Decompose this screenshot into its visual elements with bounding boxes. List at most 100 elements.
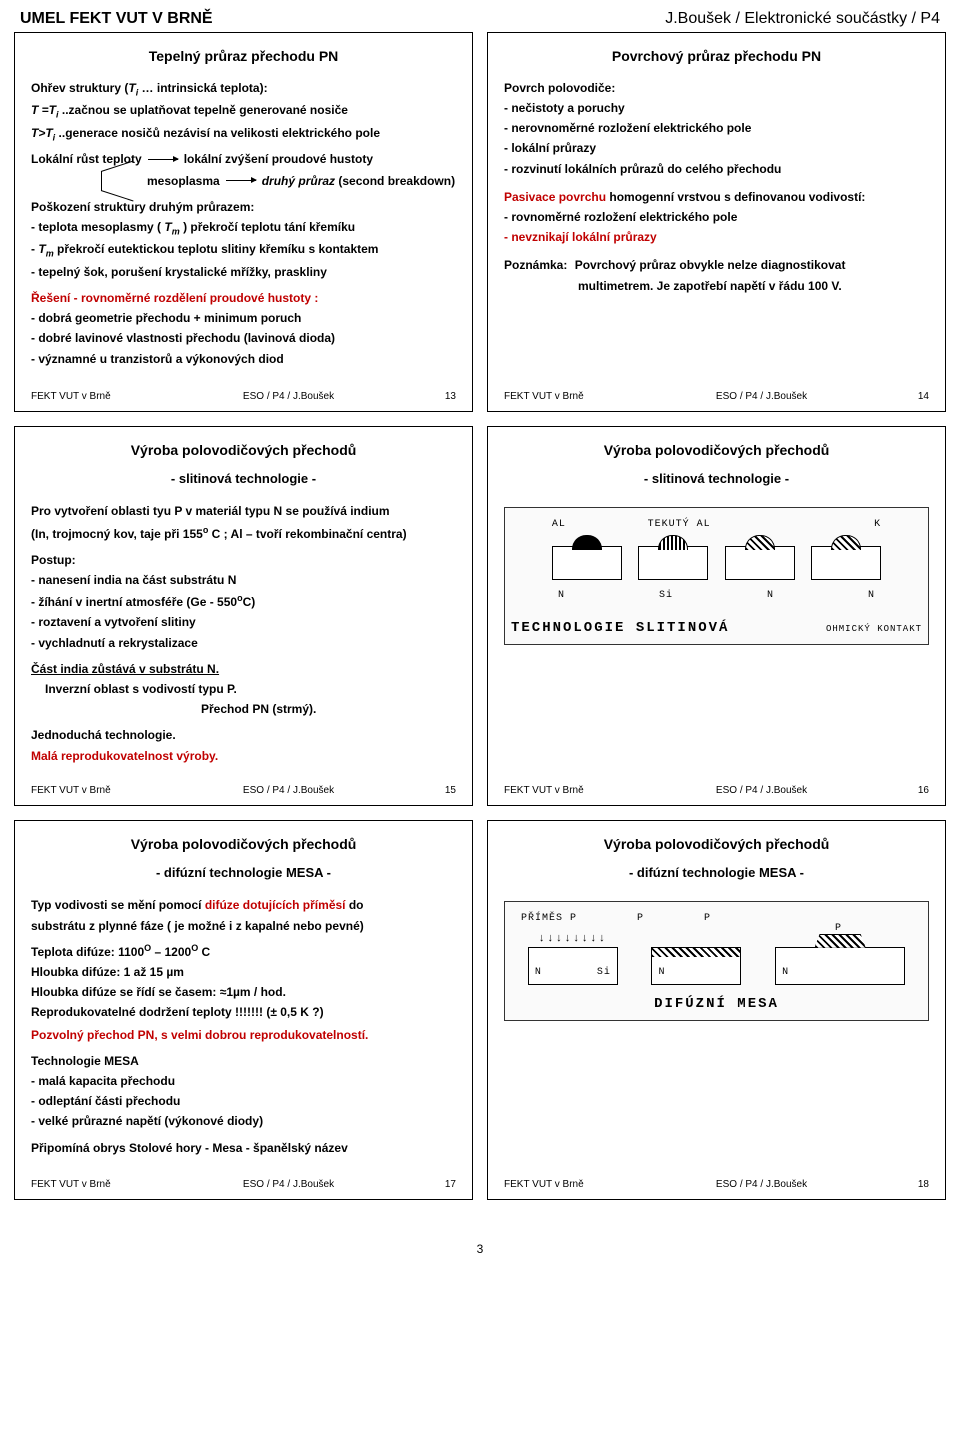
footer-mid: ESO / P4 / J.Boušek (624, 1178, 899, 1192)
text: T =T (31, 103, 56, 117)
slide-subtitle: - difúzní technologie MESA - (31, 864, 456, 882)
text: druhý průraz (262, 174, 335, 188)
text: ..začnou se uplatňovat tepelně generovan… (59, 103, 348, 117)
slide-title: Tepelný průraz přechodu PN (31, 47, 456, 66)
text: Přechod PN (strmý). (31, 701, 456, 717)
slide-17: Výroba polovodičových přechodů - difúzní… (14, 820, 473, 1200)
diagram-label: N (767, 589, 774, 603)
slide-footer: FEKT VUT v Brně ESO / P4 / J.Boušek 15 (31, 784, 456, 798)
slide-title: Výroba polovodičových přechodů (504, 441, 929, 460)
slide-grid: Tepelný průraz přechodu PN Ohřev struktu… (0, 32, 960, 1234)
text: T (164, 220, 171, 234)
text: Reprodukovatelné dodržení teploty !!!!!!… (31, 1004, 456, 1020)
diagram-label: N (782, 966, 789, 980)
slide-number: 13 (426, 390, 456, 404)
text: - roztavení a vytvoření slitiny (31, 614, 456, 630)
diagram-label: P (835, 922, 842, 936)
row-1: Tepelný průraz přechodu PN Ohřev struktu… (14, 32, 946, 412)
text: substrátu z plynné fáze ( je možné i z k… (31, 918, 456, 934)
text: - rovnoměrné rozložení elektrického pole (504, 209, 929, 225)
text: Pro vytvoření oblasti tyu P v materiál t… (31, 503, 456, 519)
diagram-mesa: PŘÍMĚS P P P ↓↓↓↓↓↓↓↓ N Si (504, 901, 929, 1020)
text: homogenní vrstvou s definovanou vodivost… (606, 190, 865, 204)
arrow-right-icon (148, 159, 178, 160)
diagram-label: TEKUTÝ AL (648, 518, 711, 532)
text: - nanesení india na část substrátu N (31, 572, 456, 588)
subheading: Postup: (31, 552, 456, 568)
text: - odleptání části přechodu (31, 1093, 456, 1109)
diagram-label: K (874, 518, 881, 532)
page-number: 3 (0, 1234, 960, 1264)
diagram-label: Si (597, 966, 611, 980)
slide-subtitle: - slitinová technologie - (504, 470, 929, 488)
diagram-block: N Si (528, 947, 618, 985)
slide-subtitle: - slitinová technologie - (31, 470, 456, 488)
text: Teplota difúze: 1100 (31, 945, 144, 959)
footer-left: FEKT VUT v Brně (504, 1178, 624, 1192)
footer-mid: ESO / P4 / J.Boušek (624, 390, 899, 404)
footer-left: FEKT VUT v Brně (31, 390, 151, 404)
footer-left: FEKT VUT v Brně (31, 1178, 151, 1192)
text: T (38, 242, 45, 256)
text: - nevznikají lokální průrazy (504, 229, 929, 245)
row-2: Výroba polovodičových přechodů - slitino… (14, 426, 946, 806)
flow-label: lokální zvýšení proudové hustoty (184, 151, 373, 167)
diagram-label: AL (552, 518, 566, 532)
footer-mid: ESO / P4 / J.Boušek (151, 784, 426, 798)
slide-title: Výroba polovodičových přechodů (504, 835, 929, 854)
arrows-down-icon: ↓↓↓↓↓↓↓↓ (528, 932, 618, 947)
text: – 1200 (151, 945, 191, 959)
diagram-block (638, 546, 708, 580)
text: T>T (31, 126, 53, 140)
text: multimetrem. Je zapotřebí napětí v řádu … (504, 278, 929, 294)
text: (second breakdown) (335, 174, 455, 188)
header-right: J.Boušek / Elektronické součástky / P4 (665, 10, 940, 28)
diagram-block (811, 546, 881, 580)
slide-title: Výroba polovodičových přechodů (31, 835, 456, 854)
text: - nečistoty a poruchy (504, 100, 929, 116)
slide-13: Tepelný průraz přechodu PN Ohřev struktu… (14, 32, 473, 412)
flow-label: mesoplasma (147, 173, 220, 189)
diagram-block (552, 546, 622, 580)
subheading: Technologie MESA (31, 1053, 456, 1069)
flow-label: Lokální růst teploty (31, 151, 142, 167)
text: - tepelný šok, porušení krystalické mříž… (31, 264, 456, 280)
text: překročí eutektickou teplotu slitiny kře… (54, 242, 379, 256)
text: do (346, 898, 364, 912)
footer-mid: ESO / P4 / J.Boušek (151, 1178, 426, 1192)
text: m (172, 226, 180, 236)
subheading: Řešení - rovnoměrné rozdělení proudové h… (31, 290, 456, 306)
text: - velké průrazné napětí (výkonové diody) (31, 1113, 456, 1129)
text: Povrchový průraz obvykle nelze diagnosti… (575, 258, 846, 272)
text: - malá kapacita přechodu (31, 1073, 456, 1089)
slide-subtitle: - difúzní technologie MESA - (504, 864, 929, 882)
slide-footer: FEKT VUT v Brně ESO / P4 / J.Boušek 14 (504, 390, 929, 404)
slide-15: Výroba polovodičových přechodů - slitino… (14, 426, 473, 806)
text: Připomíná obrys Stolové hory - Mesa - šp… (31, 1140, 456, 1156)
text: Pasivace povrchu (504, 190, 606, 204)
page-header: UMEL FEKT VUT V BRNĚ J.Boušek / Elektron… (0, 0, 960, 32)
text: C) (243, 595, 256, 609)
text: Malá reprodukovatelnost výroby. (31, 748, 456, 764)
text: - nerovnoměrné rozložení elektrického po… (504, 120, 929, 136)
diagram-label: P (704, 912, 711, 926)
footer-mid: ESO / P4 / J.Boušek (624, 784, 899, 798)
text: Hloubka difúze se řídí se časem: ≈1µm / … (31, 984, 456, 1000)
text: ) překročí teplotu tání křemíku (180, 220, 355, 234)
text: m (46, 249, 54, 259)
text: difúze dotujících příměsí (205, 898, 346, 912)
diagram-label: Si (659, 589, 673, 603)
text: ..generace nosičů nezávisí na velikosti … (55, 126, 380, 140)
text: Typ vodivosti se mění pomocí (31, 898, 205, 912)
slide-footer: FEKT VUT v Brně ESO / P4 / J.Boušek 17 (31, 1178, 456, 1192)
text: Inverzní oblast s vodivostí typu P. (31, 681, 456, 697)
slide-14: Povrchový průraz přechodu PN Povrch polo… (487, 32, 946, 412)
subheading: Povrch polovodiče: (504, 80, 929, 96)
diagram-label: PŘÍMĚS P (521, 912, 577, 926)
text: - rozvinutí lokálních průrazů do celého … (504, 161, 929, 177)
diagram-label: N (558, 589, 565, 603)
diagram-block: N (651, 947, 741, 985)
diagram-slitinova: AL TEKUTÝ AL K N Si N (504, 507, 929, 644)
text: Jednoduchá technologie. (31, 727, 456, 743)
text: - vychladnutí a rekrystalizace (31, 635, 456, 651)
